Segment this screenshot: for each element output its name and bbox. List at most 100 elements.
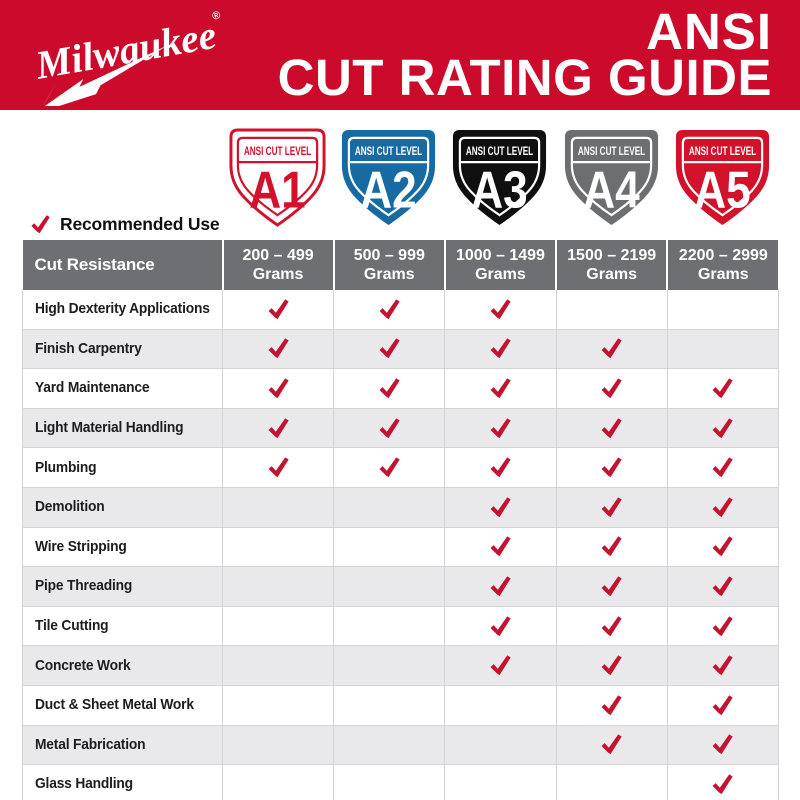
check-cell-a4	[556, 685, 668, 726]
check-icon	[712, 576, 734, 597]
row-label-cell: Yard Maintenance	[22, 368, 223, 409]
column-range: 500 – 999	[353, 247, 425, 264]
check-icon	[268, 457, 289, 478]
row-label: Tile Cutting	[35, 617, 109, 635]
check-cell-a3	[444, 685, 557, 726]
shield-cell-a5: ANSI CUT LEVEL A5	[667, 126, 778, 229]
check-cell-a5	[667, 566, 779, 607]
shield-band-label: ANSI CUT LEVEL	[689, 144, 757, 158]
table-body: High Dexterity Applications Finish Carpe…	[22, 290, 779, 800]
row-label-cell: Tile Cutting	[22, 606, 223, 647]
row-label: Duct & Sheet Metal Work	[35, 696, 194, 714]
row-label-cell: Finish Carpentry	[22, 329, 223, 370]
check-icon	[712, 774, 734, 795]
check-icon	[601, 338, 622, 359]
check-icon	[490, 417, 511, 438]
lightning-bolt-icon-small	[38, 84, 56, 106]
banner-title-line2: CUT RATING GUIDE	[277, 49, 772, 106]
check-icon	[601, 695, 622, 715]
check-icon	[601, 497, 622, 517]
row-label: Light Material Handling	[35, 419, 184, 437]
check-cell-a2	[333, 408, 446, 449]
check-icon	[601, 536, 622, 557]
check-icon	[490, 655, 511, 676]
check-icon	[601, 655, 622, 676]
cut-level-shield-a5: ANSI CUT LEVEL A5	[675, 129, 769, 226]
check-icon	[712, 655, 734, 676]
check-icon	[490, 497, 511, 517]
column-unit: Grams	[586, 266, 637, 283]
row-label-cell: Wire Stripping	[22, 527, 223, 568]
row-label: Metal Fabrication	[35, 735, 146, 753]
check-cell-a4	[556, 527, 668, 568]
check-cell-a2	[333, 368, 446, 409]
check-cell-a3	[444, 408, 557, 449]
shield-level-label: A2	[361, 161, 417, 219]
row-label-cell: Concrete Work	[22, 645, 223, 686]
check-cell-a2	[333, 685, 446, 726]
check-icon	[601, 417, 622, 438]
check-icon	[712, 615, 734, 636]
milwaukee-logo: Milwaukee ®	[31, 9, 221, 106]
check-cell-a1	[222, 685, 335, 726]
check-cell-a3	[444, 764, 557, 800]
shield-cell-a1: ANSI CUT LEVEL A1	[222, 126, 333, 229]
column-header-a1: 200 – 499 Grams	[222, 240, 335, 290]
shield-level-label: A4	[583, 161, 640, 219]
shield-shape	[564, 129, 658, 226]
check-cell-a1	[222, 725, 335, 766]
corner-header-cut-resistance: Cut Resistance	[22, 240, 224, 290]
check-cell-a1	[222, 764, 335, 800]
check-cell-a4	[556, 290, 668, 330]
row-label: Yard Maintenance	[35, 379, 150, 397]
check-cell-a5	[667, 368, 779, 409]
row-label: Pipe Threading	[35, 577, 133, 595]
check-cell-a3	[444, 290, 557, 330]
check-cell-a3	[444, 566, 557, 607]
check-icon	[490, 536, 511, 557]
column-range: 2200 – 2999	[678, 247, 768, 264]
check-cell-a4	[556, 725, 668, 766]
check-icon	[268, 299, 289, 319]
check-icon	[601, 734, 622, 755]
check-icon	[379, 417, 400, 438]
check-cell-a1	[222, 447, 335, 488]
row-label-cell: Duct & Sheet Metal Work	[22, 685, 223, 726]
column-range: 1500 – 2199	[567, 247, 657, 264]
check-icon	[712, 695, 734, 715]
check-icon	[712, 378, 734, 399]
table-row: Yard Maintenance	[22, 368, 779, 409]
check-cell-a3	[444, 487, 557, 528]
check-cell-a3	[444, 645, 557, 686]
check-cell-a1	[222, 487, 335, 528]
shield-shape	[342, 129, 436, 226]
row-label-cell: High Dexterity Applications	[22, 290, 223, 330]
check-icon	[268, 338, 289, 359]
banner-title: ANSI CUT RATING GUIDE	[277, 3, 772, 106]
shield-inner-outline	[348, 136, 430, 217]
row-label-cell: Light Material Handling	[22, 408, 223, 449]
check-cell-a4	[556, 487, 668, 528]
check-cell-a3	[444, 368, 557, 409]
column-header-a5: 2200 – 2999 Grams	[667, 240, 779, 290]
table-row: Tile Cutting	[22, 606, 779, 647]
check-cell-a5	[667, 527, 779, 568]
check-cell-a3	[444, 447, 557, 488]
check-cell-a4	[556, 566, 668, 607]
cut-level-shield-a4: ANSI CUT LEVEL A4	[564, 129, 658, 226]
check-icon	[379, 338, 400, 359]
recommended-use-legend: Recommended Use	[30, 211, 220, 237]
recommended-use-label: Recommended Use	[60, 213, 220, 234]
header-banner: Milwaukee ® ANSI CUT RATING GUIDE	[0, 0, 800, 110]
check-cell-a1	[222, 527, 335, 568]
check-cell-a4	[556, 408, 668, 449]
check-icon	[268, 417, 289, 438]
check-icon	[601, 457, 622, 478]
banner-title-line1: ANSI	[646, 3, 772, 60]
column-range: 1000 – 1499	[455, 247, 545, 264]
column-header-a2: 500 – 999 Grams	[333, 240, 446, 290]
check-icon	[712, 497, 734, 517]
check-icon	[712, 417, 734, 438]
column-unit: Grams	[252, 266, 304, 283]
